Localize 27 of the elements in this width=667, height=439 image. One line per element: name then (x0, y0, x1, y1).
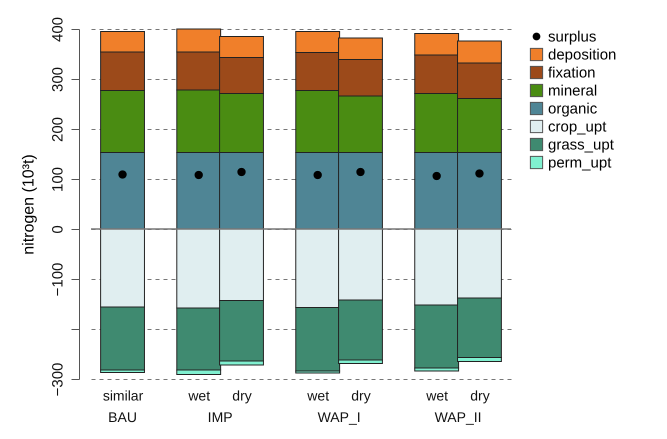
y-tick-label: −300 (50, 362, 66, 396)
y-axis-title: nitrogen (10³t) (20, 154, 38, 255)
text: WAP_II (434, 409, 482, 425)
x-tick-label: similar (102, 388, 144, 404)
text: BAU (108, 409, 137, 425)
x-tick-label: dry (470, 388, 490, 404)
legend-label: crop_upt (548, 118, 608, 136)
x-tick-label: dry (351, 388, 371, 404)
y-tick-label: 0 (50, 225, 66, 234)
legend-label: grass_upt (548, 136, 615, 154)
x-tick-label: dry (232, 388, 252, 404)
legend-label: organic (548, 100, 598, 118)
legend-label: deposition (548, 46, 616, 64)
text: IMP (208, 409, 233, 425)
y-tick-label: 200 (50, 116, 66, 142)
y-tick-label: −100 (50, 262, 66, 296)
x-tick-label: wet (425, 388, 448, 404)
legend-label: fixation (548, 64, 596, 82)
y-tick-label: 400 (50, 16, 66, 42)
legend-label: perm_upt (548, 154, 612, 172)
x-tick-label: wet (187, 388, 210, 404)
y-tick-label: 100 (50, 166, 66, 192)
legend-label: mineral (548, 82, 598, 100)
y-tick-label: 300 (50, 66, 66, 92)
legend-label: surplus (548, 28, 596, 46)
text: WAP_I (318, 409, 361, 425)
x-tick-label: wet (306, 388, 330, 404)
